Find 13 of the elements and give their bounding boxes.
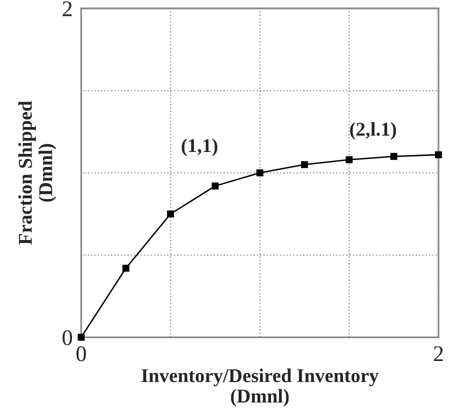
- x-axis-title: Inventory/Desired Inventory (Dmnl): [142, 368, 379, 407]
- point: [122, 264, 130, 272]
- point: [435, 151, 442, 158]
- point: [256, 169, 264, 176]
- y-axis-title: Fraction Shipped (Dmnl): [18, 100, 56, 245]
- point: [390, 152, 398, 160]
- point: [212, 182, 219, 190]
- point: [78, 334, 85, 341]
- point: [301, 161, 308, 168]
- annotation: (1,1): [182, 138, 218, 156]
- point: [167, 210, 174, 218]
- point: [346, 156, 353, 164]
- annotation: (2,l.1): [350, 122, 396, 140]
